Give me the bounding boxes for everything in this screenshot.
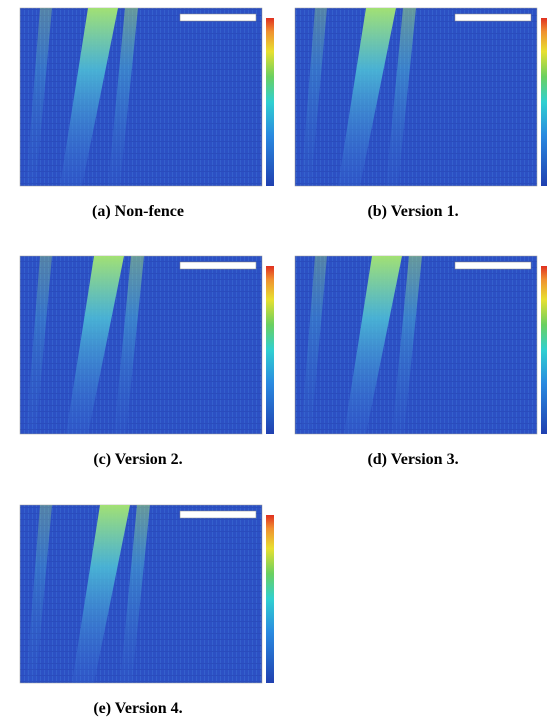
legend-box [179,510,257,519]
colorbar [266,18,274,186]
heatmap-band [392,256,422,434]
heatmap-band [301,8,327,186]
legend-box [454,13,532,22]
legend-box [179,261,257,270]
heatmap-band [26,256,52,434]
heatmap-band [108,8,138,186]
subfigure: (a) Non-fence [19,7,274,220]
heatmap-band [26,505,52,683]
caption: (e) Version 4. [93,700,182,717]
heatmap [294,7,538,187]
colorbar [541,18,547,186]
heatmap-band [60,8,118,186]
caption: (a) Non-fence [92,203,184,220]
colorbar [266,266,274,434]
heatmap-band [66,256,124,434]
heatmap-band [344,256,402,434]
subfigure: (c) Version 2. [19,255,274,468]
caption: (b) Version 1. [367,203,458,220]
subfigure: (b) Version 1. [294,7,547,220]
heatmap-band [26,8,52,186]
heatmap-band [114,256,144,434]
caption: (d) Version 3. [367,451,458,468]
legend-box [454,261,532,270]
subfigure: (e) Version 4. [19,504,274,717]
heatmap-band [301,256,327,434]
colorbar [541,266,547,434]
heatmap [19,7,263,187]
colorbar [266,515,274,683]
heatmap-band [338,8,396,186]
subfigure: (d) Version 3. [294,255,547,468]
legend-box [179,13,257,22]
caption: (c) Version 2. [93,451,182,468]
heatmap-band [72,505,130,683]
heatmap-band [386,8,416,186]
heatmap-band [120,505,150,683]
